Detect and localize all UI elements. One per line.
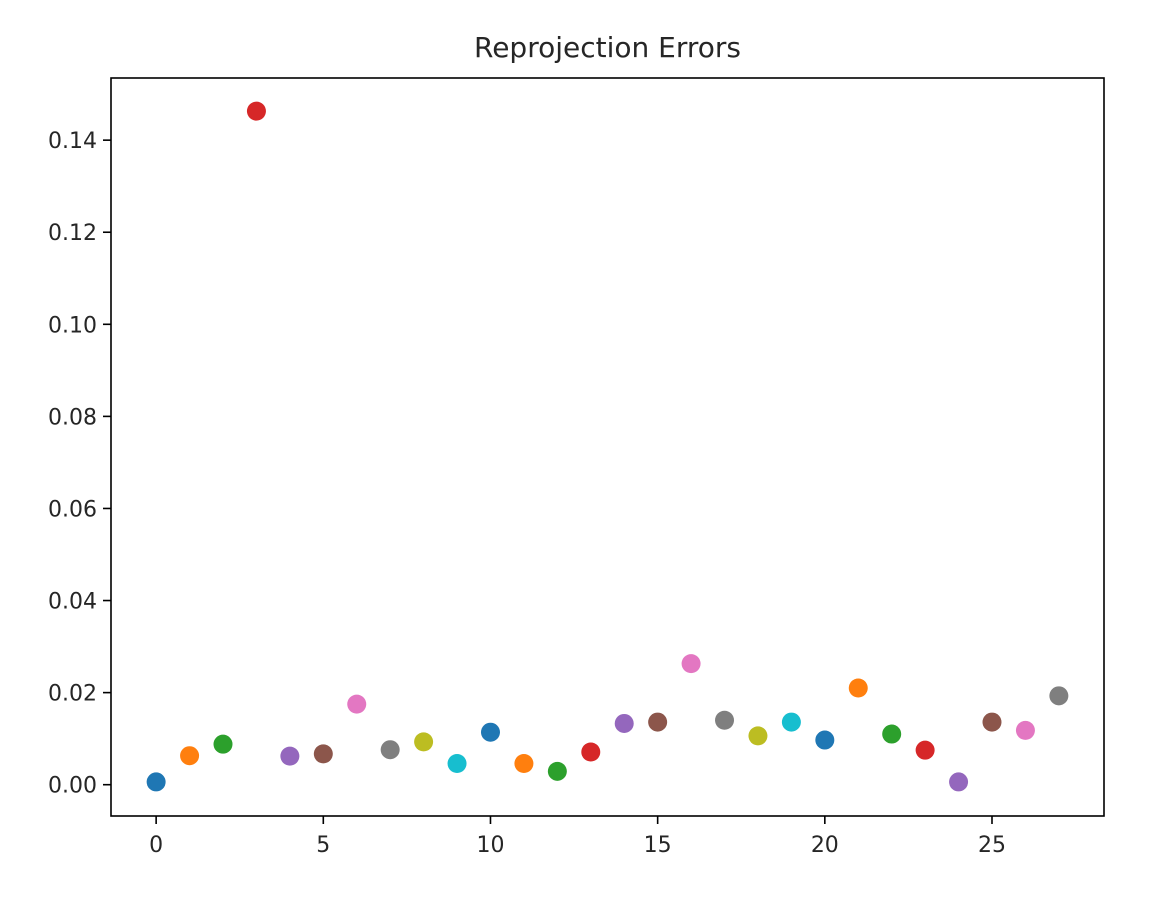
data-point xyxy=(681,654,701,674)
data-point xyxy=(648,712,668,732)
data-point xyxy=(414,732,434,752)
data-points xyxy=(146,101,1069,792)
x-tick-label: 25 xyxy=(978,833,1006,858)
data-point xyxy=(949,772,969,792)
data-point xyxy=(347,694,367,714)
data-point xyxy=(547,761,567,781)
data-point xyxy=(982,712,1002,732)
y-tick-label: 0.14 xyxy=(48,129,97,154)
data-point xyxy=(180,746,200,766)
data-point xyxy=(815,730,835,750)
x-tick-label: 0 xyxy=(149,833,163,858)
data-point xyxy=(581,742,601,762)
data-point xyxy=(380,740,400,760)
y-tick-label: 0.08 xyxy=(48,405,97,430)
data-point xyxy=(748,726,768,746)
x-axis: 0 5 10 15 20 25 xyxy=(149,816,1006,858)
data-point xyxy=(781,712,801,732)
x-tick-label: 20 xyxy=(811,833,839,858)
data-point xyxy=(715,710,735,730)
y-tick-label: 0.10 xyxy=(48,313,97,338)
y-tick-label: 0.02 xyxy=(48,682,97,707)
chart-title: Reprojection Errors xyxy=(474,31,741,64)
data-point xyxy=(882,724,902,744)
data-point xyxy=(447,754,467,774)
data-point xyxy=(848,678,868,698)
x-tick-label: 15 xyxy=(644,833,672,858)
data-point xyxy=(213,734,233,754)
y-axis: 0.00 0.02 0.04 0.06 0.08 0.10 0.12 0.14 xyxy=(48,129,111,799)
x-tick-label: 10 xyxy=(476,833,504,858)
data-point xyxy=(514,754,534,774)
data-point xyxy=(614,713,634,733)
data-point xyxy=(480,722,500,742)
plot-area-frame xyxy=(110,77,1105,817)
data-point xyxy=(146,772,166,792)
y-tick-label: 0.00 xyxy=(48,774,97,799)
y-tick-label: 0.12 xyxy=(48,221,97,246)
data-point xyxy=(280,746,300,766)
data-point xyxy=(915,740,935,760)
y-tick-label: 0.06 xyxy=(48,497,97,522)
data-point xyxy=(246,101,266,121)
x-tick-label: 5 xyxy=(316,833,330,858)
data-point xyxy=(1049,686,1069,706)
y-tick-label: 0.04 xyxy=(48,590,97,615)
data-point xyxy=(1015,720,1035,740)
data-point xyxy=(313,744,333,764)
